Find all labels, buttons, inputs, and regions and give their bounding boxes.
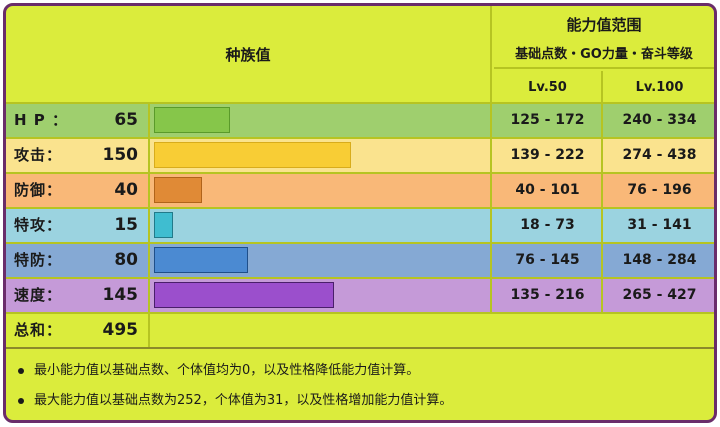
stat-name: 速度：	[14, 286, 63, 304]
lv50-range: 18 - 73	[494, 209, 603, 242]
stat-bar	[154, 107, 230, 133]
lv100-range: 274 - 438	[622, 147, 697, 163]
stat-row-defense: 防御： 40 40 - 101 76 - 196	[6, 172, 714, 207]
note-min-text: 最小能力值以基础点数、个体值均为0，以及性格降低能力值计算。	[34, 363, 420, 378]
total-label: 总和：	[14, 321, 63, 339]
stat-name: 防御：	[14, 181, 63, 199]
stat-bar	[154, 282, 334, 308]
lv50-range: 125 - 172	[494, 104, 603, 137]
stat-bar	[154, 142, 351, 168]
stat-bar-track	[152, 174, 492, 207]
stat-row-attack: 攻击： 150 139 - 222 274 - 438	[6, 137, 714, 172]
stat-label-cell: 攻击： 150	[6, 139, 150, 172]
lv100-range: 76 - 196	[627, 182, 692, 198]
total-label-cell: 总和： 495	[6, 314, 150, 347]
total-empty-cell	[152, 314, 714, 347]
lv50-range: 40 - 101	[494, 174, 603, 207]
stat-name: H P ：	[14, 111, 68, 129]
lv100-range: 148 - 284	[622, 252, 697, 268]
stat-value: 145	[102, 285, 139, 305]
total-value: 495	[102, 320, 139, 340]
stat-row-sp-attack: 特攻： 15 18 - 73 31 - 141	[6, 207, 714, 242]
stat-bar-track	[152, 104, 492, 137]
base-stats-header: 种族值	[6, 6, 492, 103]
lv50-header: Lv.50	[494, 71, 603, 103]
stat-label-cell: 特防： 80	[6, 244, 150, 277]
stat-bar	[154, 247, 248, 273]
lv50-range: 139 - 222	[494, 139, 603, 172]
stat-bar	[154, 177, 202, 203]
total-row: 总和： 495	[6, 312, 714, 347]
stat-range-header: 能力值范围	[566, 16, 642, 34]
stat-bar	[154, 212, 173, 238]
stat-row-sp-defense: 特防： 80 76 - 145 148 - 284	[6, 242, 714, 277]
lv100-range: 265 - 427	[622, 287, 697, 303]
note-max: 最大能力值以基础点数为252，个体值为31，以及性格增加能力值计算。	[18, 386, 714, 416]
note-min: 最小能力值以基础点数、个体值均为0，以及性格降低能力值计算。	[18, 356, 714, 386]
bullet-icon	[18, 368, 24, 374]
stat-bar-track	[152, 244, 492, 277]
lv100-header: Lv.100	[635, 79, 684, 95]
stat-name: 特防：	[14, 251, 63, 269]
stat-label-cell: 特攻： 15	[6, 209, 150, 242]
stat-label-cell: 防御： 40	[6, 174, 150, 207]
stat-value: 40	[114, 180, 138, 200]
stat-bar-track	[152, 279, 492, 312]
stat-row-speed: 速度： 145 135 - 216 265 - 427	[6, 277, 714, 312]
stat-value: 65	[114, 110, 138, 130]
lv50-range: 76 - 145	[494, 244, 603, 277]
note-max-text: 最大能力值以基础点数为252，个体值为31，以及性格增加能力值计算。	[34, 393, 453, 408]
stat-value: 80	[114, 250, 138, 270]
stat-bar-track	[152, 139, 492, 172]
base-stats-table: 种族值 能力值范围 基础点数・GO力量・奋斗等级 Lv.50 Lv.100 H …	[3, 3, 717, 423]
stat-label-cell: H P ： 65	[6, 104, 150, 137]
stat-value: 150	[102, 145, 139, 165]
stat-row-hp: H P ： 65 125 - 172 240 - 334	[6, 102, 714, 137]
stat-label-cell: 速度： 145	[6, 279, 150, 312]
stat-bar-track	[152, 209, 492, 242]
lv100-range: 31 - 141	[627, 217, 692, 233]
stat-value: 15	[114, 215, 138, 235]
lv50-range: 135 - 216	[494, 279, 603, 312]
bullet-icon	[18, 398, 24, 404]
lv100-range: 240 - 334	[622, 112, 697, 128]
stat-range-subheader: 基础点数・GO力量・奋斗等级	[494, 37, 714, 69]
stat-name: 攻击：	[14, 146, 63, 164]
stat-name: 特攻：	[14, 216, 63, 234]
notes-section: 最小能力值以基础点数、个体值均为0，以及性格降低能力值计算。 最大能力值以基础点…	[6, 347, 714, 420]
